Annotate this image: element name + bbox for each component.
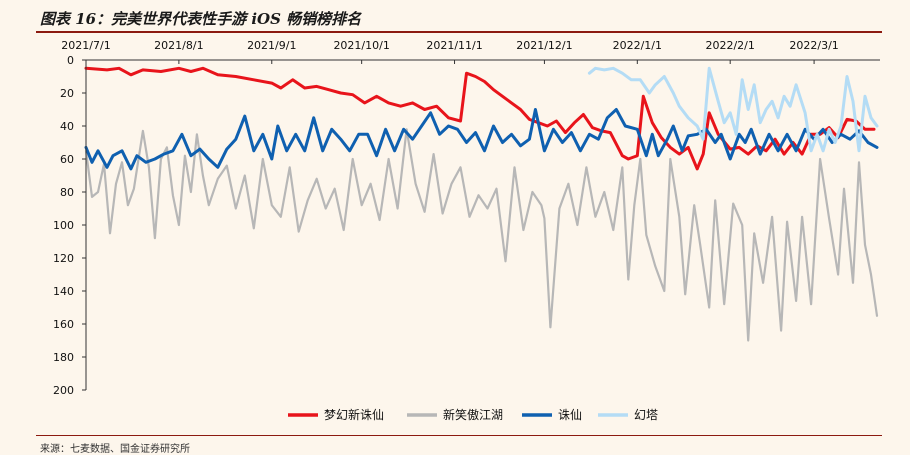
x-tick-label: 2021/12/1 bbox=[516, 39, 572, 52]
legend-label: 梦幻新诛仙 bbox=[324, 407, 384, 422]
y-tick-label: 80 bbox=[60, 186, 74, 199]
y-tick-label: 180 bbox=[53, 351, 74, 364]
x-tick-label: 2022/1/1 bbox=[613, 39, 662, 52]
x-tick-label: 2021/9/1 bbox=[247, 39, 296, 52]
series-line-zhu-xian bbox=[84, 108, 879, 171]
legend-item-zhu-xian: 诛仙 bbox=[522, 408, 582, 422]
y-tick-label: 60 bbox=[60, 153, 74, 166]
y-tick-label: 160 bbox=[53, 318, 74, 331]
series-lines bbox=[84, 66, 879, 342]
chart-title: 图表 16：完美世界代表性手游 iOS 畅销榜排名 bbox=[40, 10, 362, 28]
legend-label: 诛仙 bbox=[558, 408, 582, 422]
y-tick-label: 20 bbox=[60, 87, 74, 100]
x-tick-label: 2021/7/1 bbox=[61, 39, 110, 52]
legend-item-huan-ta: 幻塔 bbox=[598, 408, 658, 422]
y-tick-labels: 0 20 40 60 80 100 120 140 160 180 200 bbox=[53, 54, 86, 397]
x-tick-label: 2022/3/1 bbox=[789, 39, 838, 52]
legend-item-xin-xiao-ao-jiang-hu: 新笑傲江湖 bbox=[407, 407, 503, 422]
legend-label: 幻塔 bbox=[634, 408, 658, 422]
x-tick-label: 2021/11/1 bbox=[426, 39, 482, 52]
series-line-xin-xiao-ao-jiang-hu bbox=[84, 128, 879, 342]
x-tick-label: 2022/2/1 bbox=[705, 39, 754, 52]
y-tick-label: 40 bbox=[60, 120, 74, 133]
x-tick-label: 2021/8/1 bbox=[154, 39, 203, 52]
y-tick-label: 0 bbox=[67, 54, 74, 67]
footer-divider bbox=[36, 435, 882, 436]
y-tick-label: 200 bbox=[53, 384, 74, 397]
x-tick-labels: 2021/7/1 2021/8/1 2021/9/1 2021/10/1 2021/11… bbox=[61, 39, 839, 64]
series-line-huan-ta bbox=[587, 66, 879, 153]
y-tick-label: 140 bbox=[53, 285, 74, 298]
y-tick-label: 120 bbox=[53, 252, 74, 265]
source-note: 来源：七麦数据、国金证券研究所 bbox=[40, 444, 190, 455]
legend-label: 新笑傲江湖 bbox=[443, 407, 503, 422]
x-tick-label: 2021/10/1 bbox=[333, 39, 389, 52]
legend-item-meng-huan-xin-zhu-xian: 梦幻新诛仙 bbox=[288, 407, 384, 422]
title-divider bbox=[36, 31, 882, 33]
y-tick-label: 100 bbox=[53, 219, 74, 232]
legend: 梦幻新诛仙 新笑傲江湖 诛仙 幻塔 bbox=[288, 407, 658, 422]
